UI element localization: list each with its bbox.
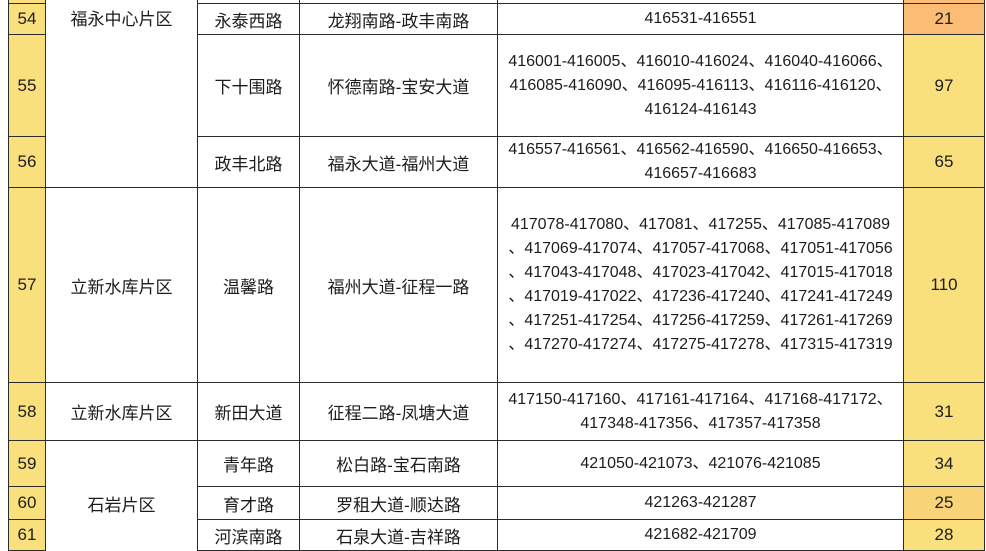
row-index-cell: 57 xyxy=(8,187,46,383)
count-cell: 21 xyxy=(903,3,985,35)
district-cell-shiyan: 石岩片区 xyxy=(45,440,198,551)
road-cell: 永泰西路 xyxy=(197,3,300,35)
count-cell: 31 xyxy=(903,382,985,441)
row-index-cell: 61 xyxy=(8,519,46,551)
top-sliver-count xyxy=(903,0,985,3)
ranges-cell: 416001-416005、416010-416024、416040-41606… xyxy=(497,34,904,137)
district-cell-lixin-58: 立新水库片区 xyxy=(45,382,198,441)
ranges-cell: 417078-417080、417081、417255、417085-41708… xyxy=(497,187,904,383)
ranges-line: 、417019-417022、417236-417240、417241-4172… xyxy=(508,288,893,305)
ranges-line: 416001-416005、416010-416024、416040-41606… xyxy=(508,52,893,70)
segment-cell: 福永大道-福州大道 xyxy=(299,136,498,188)
row-index-cell: 54 xyxy=(8,3,46,35)
ranges-line: 416124-416143 xyxy=(644,100,757,118)
segment-cell: 石泉大道-吉祥路 xyxy=(299,519,498,551)
road-cell: 下十围路 xyxy=(197,34,300,137)
ranges-line: 417078-417080、417081、417255、417085-41708… xyxy=(510,216,890,233)
segment-cell: 罗租大道-顺达路 xyxy=(299,486,498,520)
row-index-cell: 60 xyxy=(8,486,46,520)
ranges-line: 417150-417160、417161-417164、417168-41717… xyxy=(508,390,893,408)
count-cell: 34 xyxy=(903,440,985,487)
road-cell: 青年路 xyxy=(197,440,300,487)
road-cell: 政丰北路 xyxy=(197,136,300,188)
ranges-cell: 417150-417160、417161-417164、417168-41717… xyxy=(497,382,904,441)
row-index-cell: 55 xyxy=(8,34,46,137)
row-index-cell: 58 xyxy=(8,382,46,441)
ranges-line: 421682-421709 xyxy=(644,526,757,543)
count-cell: 28 xyxy=(903,519,985,551)
ranges-line: 、417270-417274、417275-417278、417315-4173… xyxy=(508,336,893,353)
ranges-cell: 421263-421287 xyxy=(497,486,904,520)
road-cell: 温馨路 xyxy=(197,187,300,383)
segment-cell: 福州大道-征程一路 xyxy=(299,187,498,383)
count-cell: 110 xyxy=(903,187,985,383)
ranges-line: 421050-421073、421076-421085 xyxy=(580,454,821,472)
ranges-line: 、417251-417254、417256-417259、417261-4172… xyxy=(508,312,893,329)
road-cell: 河滨南路 xyxy=(197,519,300,551)
ranges-line: 421263-421287 xyxy=(644,494,757,511)
ranges-cell: 421682-421709 xyxy=(497,519,904,551)
road-cell: 育才路 xyxy=(197,486,300,520)
ranges-line: 416531-416551 xyxy=(644,10,757,27)
row-index-cell: 59 xyxy=(8,440,46,487)
ranges-cell: 416531-416551 xyxy=(497,3,904,35)
count-cell: 25 xyxy=(903,486,985,520)
segment-cell: 怀德南路-宝安大道 xyxy=(299,34,498,137)
count-cell: 65 xyxy=(903,136,985,188)
row-index-cell: 56 xyxy=(8,136,46,188)
ranges-line: 416557-416561、416562-416590、416650-41665… xyxy=(508,141,893,158)
district-cell-fuyong: 福永中心片区 xyxy=(45,0,198,188)
ranges-line: 417348-417356、417357-417358 xyxy=(580,414,821,432)
segment-cell: 征程二路-凤塘大道 xyxy=(299,382,498,441)
ranges-line: 、417069-417074、417057-417068、417051-4170… xyxy=(508,240,893,257)
ranges-line: 416657-416683 xyxy=(644,165,757,182)
ranges-line: 、417043-417048、417023-417042、417015-4170… xyxy=(508,264,893,281)
ranges-line: 416085-416090、416095-416113、416116-41612… xyxy=(509,76,892,94)
road-cell: 新田大道 xyxy=(197,382,300,441)
ranges-cell: 416557-416561、416562-416590、416650-41665… xyxy=(497,136,904,188)
count-cell: 97 xyxy=(903,34,985,137)
segment-cell: 松白路-宝石南路 xyxy=(299,440,498,487)
ranges-cell: 421050-421073、421076-421085 xyxy=(497,440,904,487)
district-cell-lixin-57: 立新水库片区 xyxy=(45,187,198,383)
segment-cell: 龙翔南路-政丰南路 xyxy=(299,3,498,35)
